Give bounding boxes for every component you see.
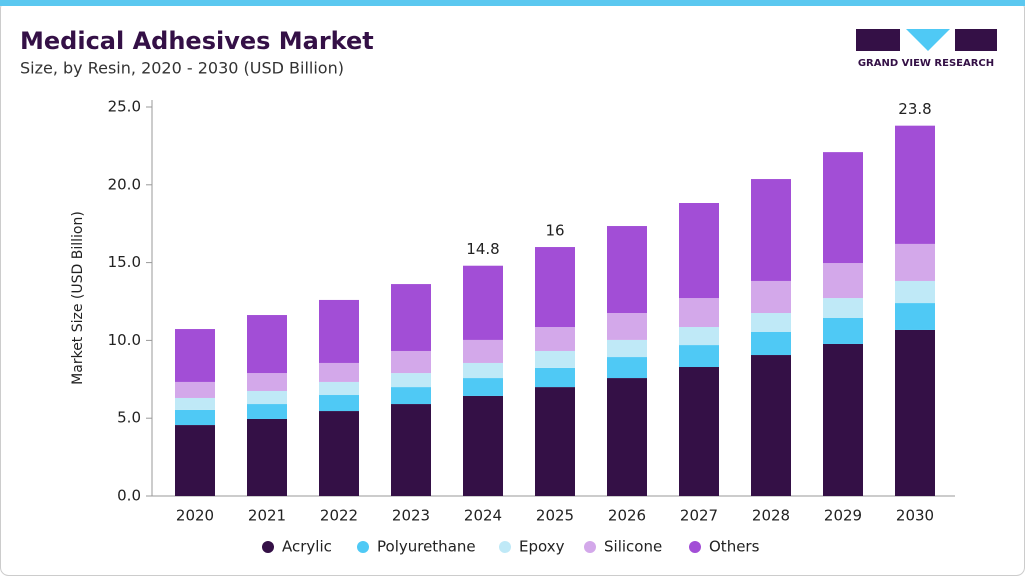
y-tick-label: 20.0 [108,175,141,193]
bar-segment [751,313,791,332]
bar-segment [895,280,935,304]
legend-swatch [584,541,596,553]
logo-block [856,29,900,51]
brand: GRAND VIEW RESEARCH [858,58,994,69]
bar-segment [607,357,647,379]
bar-segment [607,378,647,496]
y-tick-label: 5.0 [117,409,141,427]
bar-segment [463,265,503,340]
bar-segment [319,362,359,382]
bar-segment [607,339,647,358]
x-tick-label: 2023 [392,507,430,525]
bar-segment [823,152,863,264]
total-label: 16 [545,222,564,240]
bar-segment [247,418,287,496]
bar-segment [319,411,359,496]
x-tick-label: 2028 [752,507,790,525]
x-tick-label: 2020 [176,507,214,525]
y-tick-label: 10.0 [108,331,141,349]
bar-segment [607,313,647,340]
bar-segment [751,280,791,314]
bar-segment [175,381,215,398]
bar-segment [319,381,359,396]
bar-segment [247,390,287,405]
bar-segment [823,317,863,344]
bar-segment [319,395,359,412]
x-tick-label: 2026 [608,507,646,525]
bar-segment [751,331,791,356]
bar-segment [247,315,287,374]
bar-segment [895,125,935,244]
bar-segment [823,263,863,299]
logo: GRAND VIEW RESEARCH [856,29,997,69]
bar-segment [391,284,431,351]
logo-block [955,29,997,51]
bar-segment [175,397,215,410]
bar-segment [391,404,431,496]
bar-segment [679,203,719,299]
legend-label: Polyurethane [377,538,476,556]
x-tick-label: 2030 [896,507,934,525]
x-tick-label: 2021 [248,507,286,525]
bar-segment [463,362,503,379]
bar-segment [535,327,575,351]
legend-label: Epoxy [519,538,565,556]
bar-segment [319,299,359,363]
legend-swatch [499,541,511,553]
bar-segment [247,404,287,419]
legend-swatch [689,541,701,553]
x-tick-label: 2025 [536,507,574,525]
bar-segment [823,343,863,496]
bar-segment [463,395,503,496]
legend-label: Silicone [604,538,662,556]
bar-segment [247,373,287,391]
bar-segment [751,355,791,496]
bar-segment [679,367,719,496]
chart-title: Medical Adhesives Market [20,27,374,55]
y-tick-label: 0.0 [117,487,141,505]
bar-segment [175,409,215,426]
bar-segment [823,298,863,318]
bar-segment [535,350,575,368]
bar-segment [679,327,719,346]
bar-segment [391,387,431,405]
bar-segment [607,226,647,314]
bar-segment [679,345,719,368]
chart-subtitle: Size, by Resin, 2020 - 2030 (USD Billion… [20,59,344,78]
y-axis-label: Market Size (USD Billion) [70,211,86,385]
bar-segment [391,350,431,374]
bar-segment [175,329,215,382]
bar-segment [535,247,575,328]
bar-segment [463,378,503,396]
bar-segment [535,367,575,388]
bar-segment [175,425,215,496]
total-label: 23.8 [898,100,931,118]
legend-swatch [357,541,369,553]
bar-segment [463,339,503,363]
legend-swatch [262,541,274,553]
bar-segment [391,373,431,388]
y-tick-label: 25.0 [108,98,141,116]
bar-segment [535,387,575,496]
bar-segment [895,329,935,496]
logo-triangle [906,29,950,51]
top-band [0,0,1025,6]
y-tick-label: 15.0 [108,253,141,271]
total-label: 14.8 [466,240,499,258]
bar-segment [751,179,791,281]
x-tick-label: 2024 [464,507,502,525]
x-tick-label: 2022 [320,507,358,525]
legend-label: Others [709,538,760,556]
x-tick-label: 2027 [680,507,718,525]
bar-segment [895,243,935,281]
bar-segment [895,303,935,330]
x-tick-label: 2029 [824,507,862,525]
legend-label: Acrylic [282,538,332,556]
bar-segment [679,298,719,328]
